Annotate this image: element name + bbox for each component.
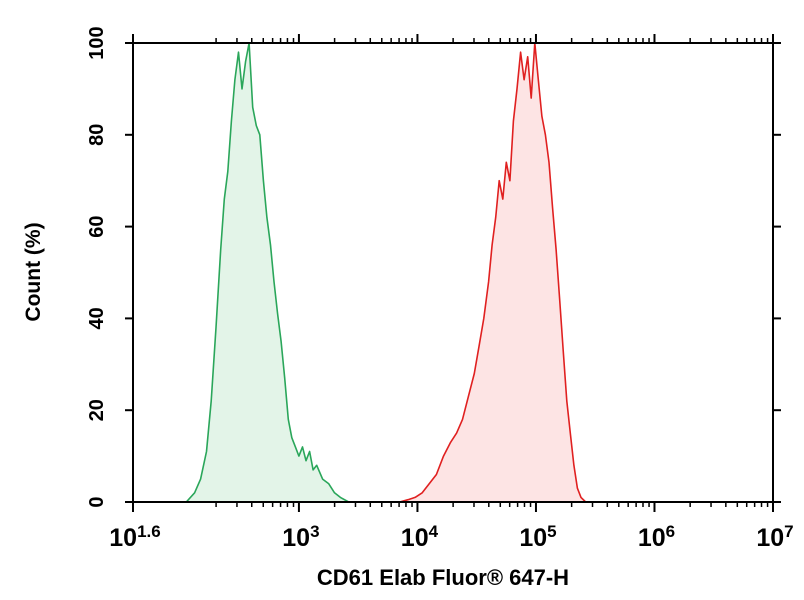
y-axis-title: Count (%) (22, 222, 45, 321)
x-tick-label: 101.6 (109, 522, 160, 552)
y-tick-label: 80 (86, 124, 108, 146)
y-tick-label: 0 (86, 496, 108, 507)
y-axis-ticks: 0 20 40 60 80 100 (86, 26, 781, 508)
y-tick-label: 40 (86, 307, 108, 329)
y-tick-label: 20 (86, 399, 108, 421)
y-tick-label: 100 (86, 26, 108, 59)
x-tick-label: 106 (638, 522, 675, 552)
x-tick-label: 103 (282, 522, 319, 552)
x-tick-label: 104 (401, 522, 439, 552)
series-1-area (186, 43, 373, 502)
y-tick-label: 60 (86, 215, 108, 237)
series-layer (185, 42, 587, 503)
series-2-line (391, 42, 587, 503)
x-axis-ticks: 101.6 103 104 105 106 107 (109, 34, 794, 552)
series-2-area (391, 43, 586, 502)
x-tick-label: 107 (756, 522, 793, 552)
x-axis-title: CD61 Elab Fluor® 647-H (317, 565, 569, 590)
x-tick-label: 105 (519, 522, 556, 552)
series-1-line (185, 42, 373, 503)
